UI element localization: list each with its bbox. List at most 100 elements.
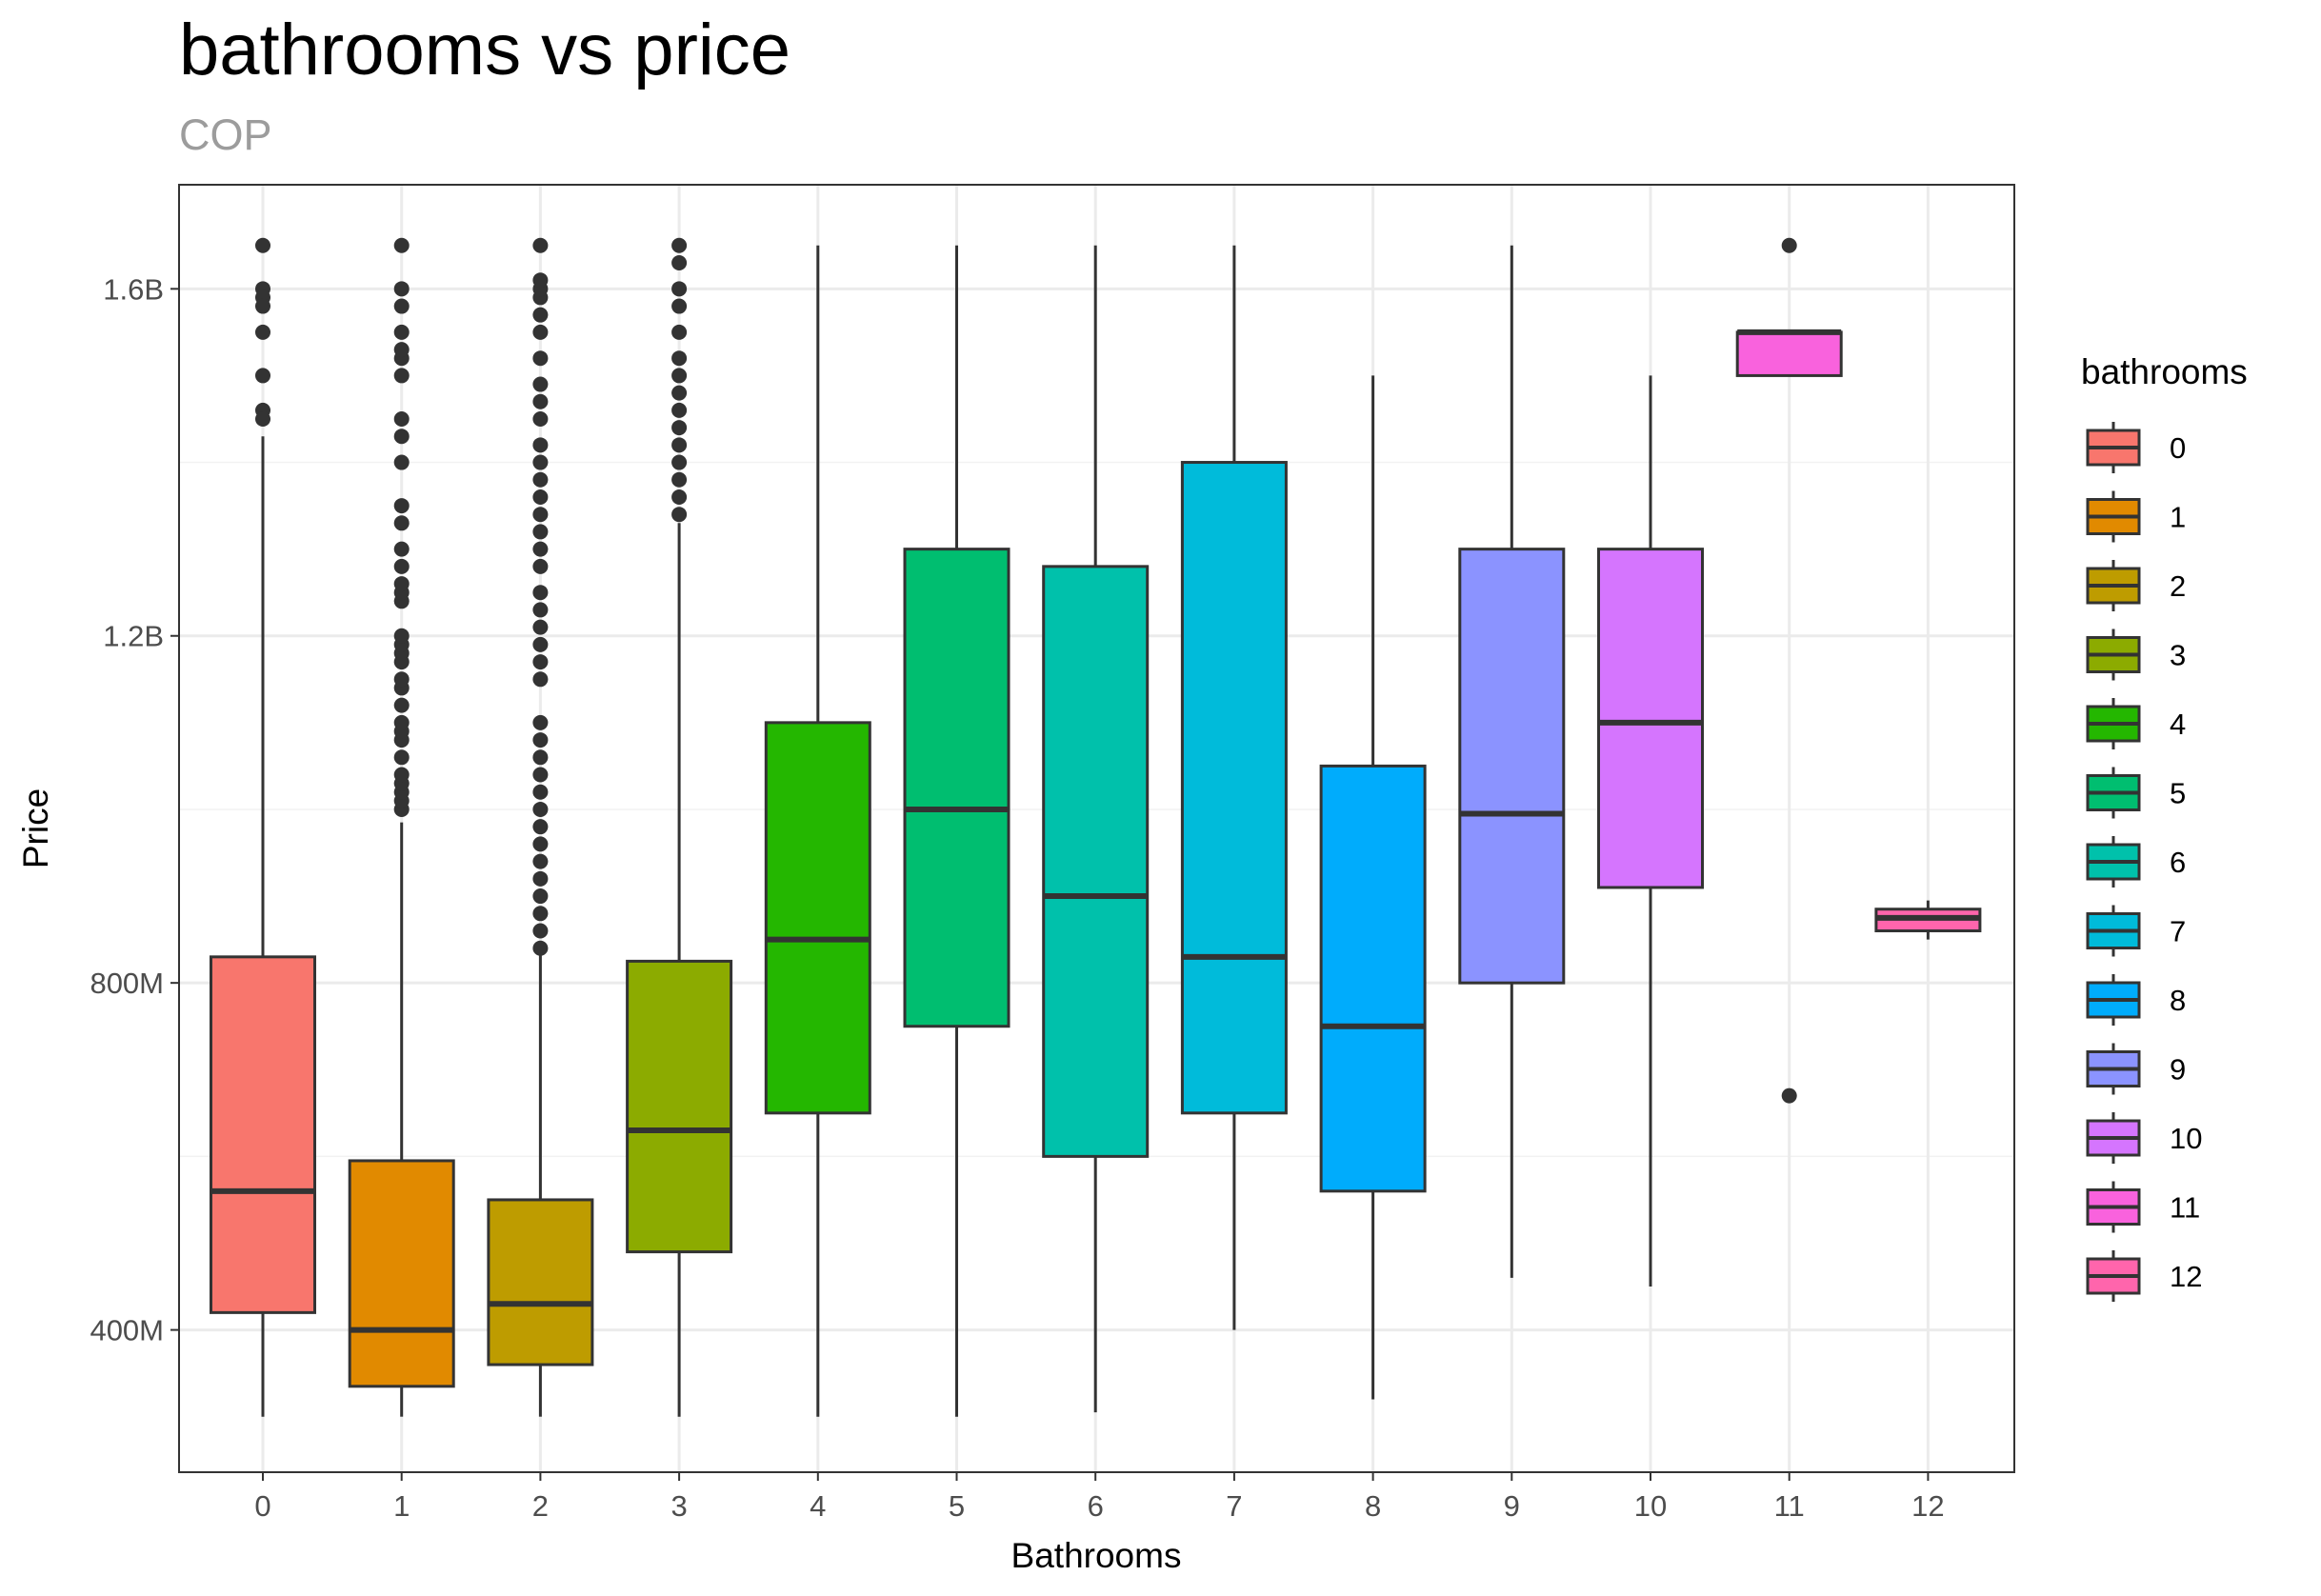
outlier-point <box>671 471 688 488</box>
outlier-point <box>393 368 410 384</box>
chart-subtitle: COP <box>179 110 272 159</box>
outlier-point <box>532 819 549 835</box>
box-1 <box>348 237 455 1417</box>
legend-label: 4 <box>2170 708 2186 741</box>
outlier-point <box>532 324 549 340</box>
outlier-point <box>393 324 410 340</box>
box-2 <box>487 237 594 1417</box>
x-tick-label: 4 <box>810 1489 826 1523</box>
x-axis: 0 1 2 3 4 5 6 7 8 9 10 11 12 <box>254 1472 1945 1523</box>
legend-label: 1 <box>2170 501 2186 534</box>
outlier-point <box>1781 237 1797 253</box>
outlier-point <box>532 940 549 956</box>
boxes <box>210 237 1982 1417</box>
x-tick-label: 1 <box>393 1489 410 1523</box>
box-iqr <box>1735 330 1843 377</box>
legend-key-10: 10 <box>2086 1112 2202 1164</box>
outlier-point <box>255 237 270 253</box>
outlier-point <box>532 558 549 574</box>
legend-label: 5 <box>2170 777 2186 810</box>
box-12 <box>1874 900 1982 940</box>
outlier-point <box>671 237 688 253</box>
legend-key-5: 5 <box>2086 767 2186 819</box>
legend-label: 0 <box>2170 431 2186 465</box>
box-10 <box>1597 375 1704 1287</box>
outlier-point <box>393 498 410 514</box>
outlier-point <box>255 298 270 314</box>
outlier-point <box>671 454 688 470</box>
y-tick-label: 400M <box>90 1314 164 1347</box>
y-tick-label: 1.6B <box>103 272 164 306</box>
legend-key-12: 12 <box>2086 1250 2202 1302</box>
y-tick-label: 1.2B <box>103 620 164 653</box>
outlier-point <box>671 489 688 505</box>
outlier-point <box>393 576 410 592</box>
y-axis: 400M 800M 1.2B 1.6B <box>90 272 179 1347</box>
legend-key-11: 11 <box>2086 1181 2200 1233</box>
outlier-point <box>532 524 549 540</box>
box-8 <box>1319 375 1427 1400</box>
outlier-point <box>671 324 688 340</box>
outlier-point <box>393 515 410 531</box>
outlier-point <box>532 801 549 817</box>
legend-title: bathrooms <box>2081 352 2248 391</box>
outlier-point <box>532 376 549 392</box>
outlier-point <box>393 298 410 314</box>
outlier-point <box>671 402 688 418</box>
outlier-point <box>532 489 549 505</box>
outlier-point <box>532 541 549 557</box>
legend-label: 10 <box>2170 1122 2202 1155</box>
x-tick-label: 2 <box>532 1489 549 1523</box>
outlier-point <box>393 342 410 358</box>
outlier-point <box>532 906 549 922</box>
outlier-point <box>532 870 549 887</box>
legend-label: 11 <box>2170 1191 2200 1225</box>
x-tick-label: 8 <box>1365 1489 1381 1523</box>
legend-label: 9 <box>2170 1053 2186 1087</box>
x-tick-label: 11 <box>1774 1489 1805 1523</box>
outlier-point <box>532 350 549 367</box>
outlier-point <box>393 429 410 445</box>
outlier-point <box>671 254 688 270</box>
outlier-point <box>532 836 549 852</box>
outlier-point <box>255 410 270 427</box>
outlier-point <box>393 410 410 427</box>
x-tick-label: 6 <box>1088 1489 1104 1523</box>
outlier-point <box>671 298 688 314</box>
outlier-point <box>671 350 688 367</box>
outlier-point <box>532 767 549 783</box>
box-iqr <box>210 955 316 1314</box>
outlier-point <box>532 437 549 453</box>
legend-label: 7 <box>2170 915 2186 948</box>
outlier-point <box>532 507 549 523</box>
box-4 <box>764 245 871 1417</box>
box-iqr <box>487 1198 594 1367</box>
box-iqr <box>1042 565 1150 1158</box>
outlier-point <box>393 749 410 766</box>
box-iqr <box>1458 548 1566 985</box>
outlier-point <box>393 541 410 557</box>
legend-key-1: 1 <box>2086 490 2186 543</box>
outlier-point <box>532 853 549 869</box>
outlier-point <box>532 749 549 766</box>
outlier-point <box>1781 1087 1797 1104</box>
x-tick-label: 12 <box>1911 1489 1944 1523</box>
outlier-point <box>393 237 410 253</box>
x-tick-label: 3 <box>670 1489 687 1523</box>
legend-label: 8 <box>2170 984 2186 1017</box>
legend-key-6: 6 <box>2086 836 2186 888</box>
box-iqr <box>626 959 733 1254</box>
box-iqr <box>348 1159 455 1388</box>
box-0 <box>210 237 316 1417</box>
outlier-point <box>532 732 549 748</box>
outlier-point <box>393 697 410 713</box>
legend-key-9: 9 <box>2086 1043 2186 1095</box>
outlier-point <box>532 619 549 635</box>
box-3 <box>626 237 733 1417</box>
outlier-point <box>393 281 410 297</box>
panel-border <box>178 184 2015 1473</box>
box-iqr <box>1319 764 1427 1193</box>
